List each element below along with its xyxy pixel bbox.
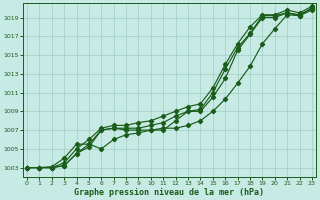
X-axis label: Graphe pression niveau de la mer (hPa): Graphe pression niveau de la mer (hPa) xyxy=(75,188,264,197)
